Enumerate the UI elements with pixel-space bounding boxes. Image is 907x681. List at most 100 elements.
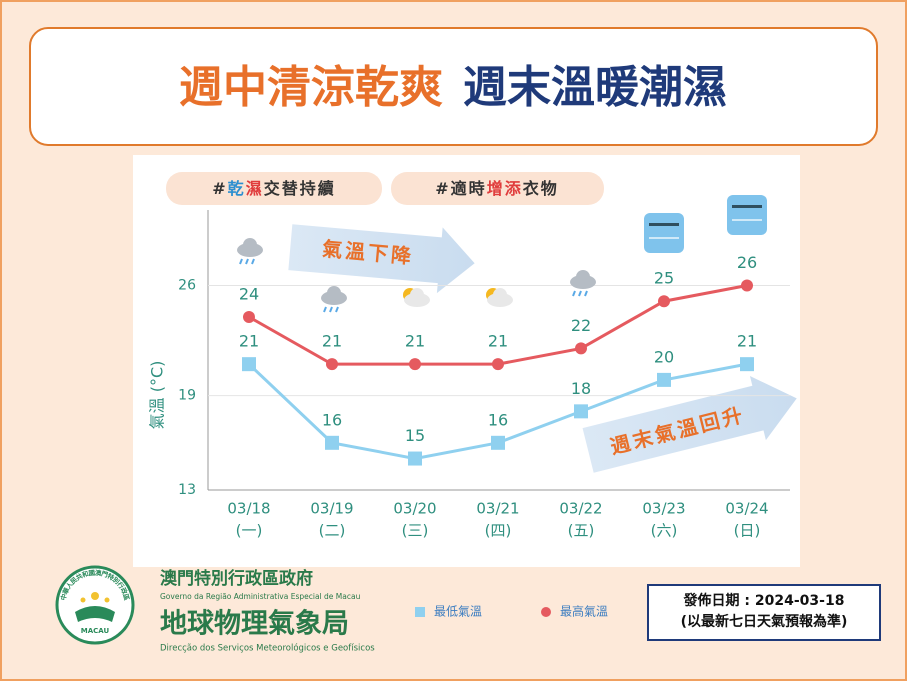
weather-icon [727, 195, 767, 235]
data-point [741, 279, 753, 292]
weather-icon [732, 205, 762, 208]
data-label: 20 [654, 347, 674, 366]
bureau-pt: Direcção dos Serviços Meteorológicos e G… [160, 643, 375, 654]
data-point [658, 295, 670, 308]
issue-note: (以最新七日天氣預報為準) [681, 613, 848, 630]
header-box [29, 27, 878, 146]
arrow-down [288, 224, 475, 294]
tag: #乾濕交替持續 [212, 179, 335, 198]
data-point [575, 342, 587, 355]
x-tick-label: 03/19 [310, 500, 353, 518]
weather-icon [243, 238, 257, 252]
data-label: 21 [737, 332, 757, 351]
x-tick-label: 03/20 [393, 500, 436, 518]
data-label: 21 [322, 332, 342, 351]
data-label: 22 [571, 316, 591, 335]
weather-icon [584, 290, 588, 297]
tag-pill [166, 172, 382, 205]
weather-icon [327, 286, 341, 300]
data-label: 18 [571, 379, 591, 398]
plot: 13 19 26 氣溫 (°C) 03/18 (一) 03/19 (二) 03/20 (三) 03/… [148, 195, 790, 540]
legend-label: 最高氣溫 [560, 604, 608, 619]
x-tick-sublabel: (五) [568, 522, 595, 540]
data-point [740, 357, 754, 372]
logo-word: MACAU [81, 627, 110, 635]
tag-pill [391, 172, 604, 205]
logo-star [80, 597, 86, 603]
data-point [408, 451, 422, 466]
data-point [243, 310, 255, 323]
tag-part: #適時 [435, 179, 486, 198]
x-tick-label: 03/24 [725, 500, 768, 518]
data-label: 24 [239, 284, 259, 303]
legend-marker [541, 607, 551, 617]
y-tick-label: 26 [178, 278, 196, 294]
weather-icon [644, 213, 684, 253]
weather-icon [572, 290, 576, 297]
x-tick-sublabel: (三) [402, 522, 429, 540]
data-point [657, 372, 671, 387]
data-point [325, 435, 339, 450]
weather-icon [245, 258, 249, 265]
weather-icon [732, 219, 762, 221]
title-left: 週中清涼乾爽 [179, 62, 443, 113]
title-right: 週末溫暖潮濕 [463, 62, 727, 113]
data-label: 21 [405, 332, 425, 351]
weather-icon [410, 288, 424, 302]
data-point [574, 404, 588, 419]
weather-icon [576, 270, 590, 284]
data-label: 21 [488, 332, 508, 351]
tag-part: # [212, 179, 227, 198]
legend-marker [415, 607, 425, 617]
weather-icon [578, 290, 582, 297]
x-tick-sublabel: (六) [651, 522, 678, 540]
x-tick-sublabel: (二) [319, 522, 346, 540]
data-point [491, 435, 505, 450]
data-label: 26 [737, 253, 757, 272]
tag-part: 交替持續 [264, 179, 336, 198]
legend-label: 最低氣溫 [434, 605, 482, 619]
y-tick-label: 13 [178, 482, 196, 498]
data-label: 16 [322, 410, 342, 429]
tag-part: 乾 [228, 179, 246, 198]
issue-date: 發佈日期 : 2024-03-18 [683, 592, 845, 609]
data-point [409, 358, 421, 371]
weather-icon [649, 237, 679, 239]
tag: #適時增添衣物 [435, 179, 558, 198]
weather-icon [335, 306, 339, 313]
weather-icon [329, 306, 333, 313]
logo [55, 565, 135, 645]
weather-icon [251, 258, 255, 265]
data-point [242, 357, 256, 372]
weather-icon [493, 288, 507, 302]
header-title: 週中清涼乾爽 週末溫暖潮濕 [179, 62, 727, 113]
x-tick-sublabel: (一) [236, 522, 263, 540]
weather-icon [649, 223, 679, 226]
tag-part: 濕 [246, 179, 264, 198]
logo-star [104, 597, 110, 603]
gov-zh: 澳門特別行政區政府 [160, 568, 313, 589]
logo-star [91, 592, 99, 600]
y-axis-label: 氣溫 (°C) [148, 361, 167, 430]
x-tick-label: 03/23 [642, 500, 685, 518]
data-label: 16 [488, 410, 508, 429]
tag-part: 增添 [487, 179, 523, 198]
data-point [326, 358, 338, 371]
data-label: 25 [654, 269, 674, 288]
x-tick-label: 03/18 [227, 500, 270, 518]
logo-lotus [75, 606, 115, 622]
gov-pt: Governo da Região Administrativa Especia… [160, 592, 361, 601]
tag-part: 衣物 [523, 179, 559, 198]
data-point [492, 358, 504, 371]
data-label: 21 [239, 332, 259, 351]
data-label: 15 [405, 426, 425, 445]
y-tick-label: 19 [178, 388, 196, 404]
date-box [647, 584, 881, 641]
x-tick-label: 03/21 [476, 500, 519, 518]
arrow-up [582, 376, 797, 473]
weather-icon [239, 258, 243, 265]
bureau-zh: 地球物理氣象局 [160, 608, 349, 640]
x-tick-sublabel: (日) [734, 522, 761, 540]
weather-icon [323, 306, 327, 313]
